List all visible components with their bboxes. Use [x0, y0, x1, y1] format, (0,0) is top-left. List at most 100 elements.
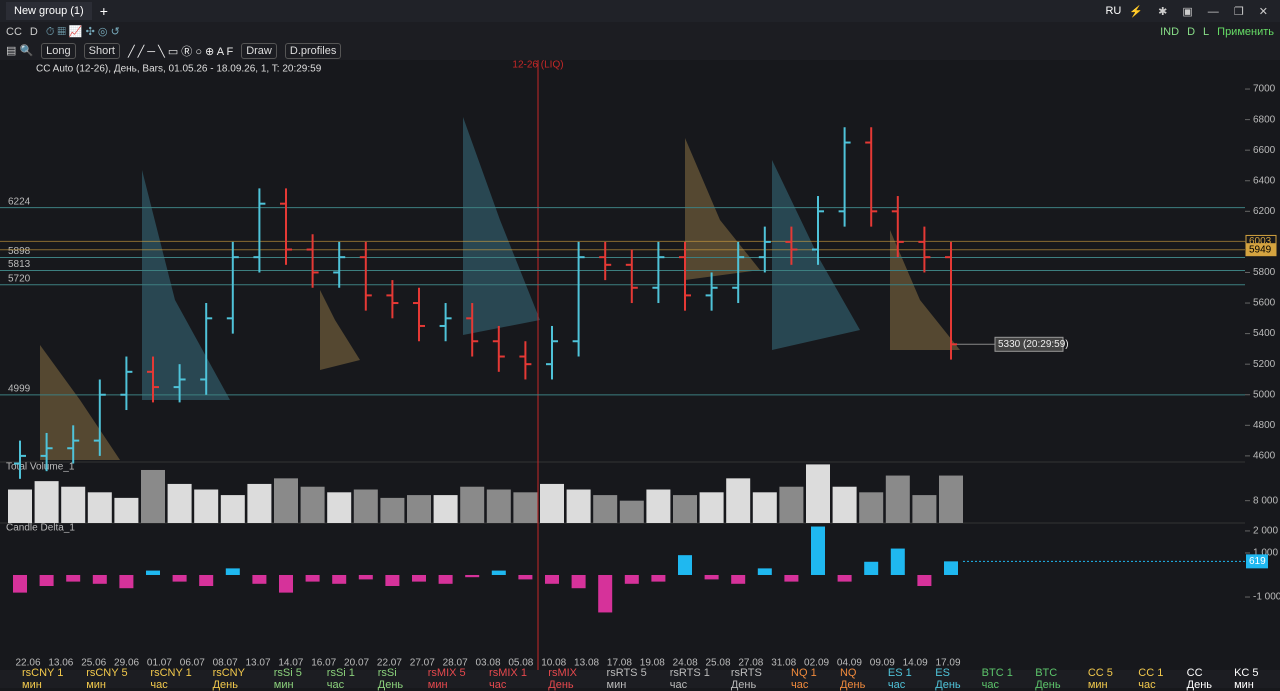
y-tick-label: 5400	[1253, 328, 1276, 339]
x-tick-label: 13.06	[48, 658, 73, 669]
draw-icons[interactable]: ╱ ╱ ─ ╲ ▭ Ⓡ ○ ⊕ A F	[127, 45, 234, 58]
draw[interactable]: Draw	[241, 42, 277, 59]
footer-tab[interactable]: CC 1 час	[1138, 667, 1164, 691]
timeframe[interactable]: D	[29, 25, 38, 38]
volume-bar	[859, 492, 884, 523]
footer-tab[interactable]: rsCNY 5 мин	[86, 667, 128, 691]
x-tick-label: 31.08	[771, 658, 796, 669]
volume-bar	[407, 495, 431, 523]
x-tick-label: 24.08	[673, 658, 698, 669]
delta-bar	[811, 526, 825, 575]
badge	[1245, 243, 1277, 257]
x-tick-label: 05.08	[508, 658, 533, 669]
y-tick-label: 8 000	[1253, 495, 1278, 506]
y-tick-label: 7000	[1253, 84, 1276, 95]
delta-bar	[890, 548, 905, 575]
y-tick-label: 5000	[1253, 389, 1276, 400]
x-tick-label: 17.09	[935, 658, 960, 669]
y-tick-label: 4800	[1253, 420, 1276, 431]
delta-bar	[225, 568, 240, 575]
volume-bar	[673, 495, 697, 523]
add-tab[interactable]: +	[99, 3, 108, 19]
x-tick-label: 04.09	[837, 658, 862, 669]
delta-bar	[864, 561, 879, 575]
volume-bar	[61, 486, 86, 523]
draw-toolbar: ▤ 🔍 Long Short ╱ ╱ ─ ╲ ▭ Ⓡ ○ ⊕ A F Draw …	[0, 41, 1280, 60]
lang[interactable]: RU	[1105, 5, 1122, 17]
footer-tab[interactable]: ES 1 час	[887, 667, 912, 691]
delta-bar	[146, 570, 160, 575]
footer-tab[interactable]: NQ 1 час	[791, 667, 817, 691]
footer: rsCNY 1 мин rsCNY 5 мин rsCNY 1 час rsCNY Д…	[0, 667, 1280, 691]
delta-bar	[465, 574, 480, 578]
x-tick-label: 19.08	[640, 658, 665, 669]
footer-tab[interactable]: KC 5 мин	[1234, 667, 1259, 691]
footer-tab[interactable]: rsCNY 1 мин	[22, 667, 64, 691]
volume-bar	[167, 483, 192, 523]
level-label: 4999	[8, 384, 31, 395]
footer-tab[interactable]: rsSi 1 час	[326, 667, 355, 691]
short[interactable]: Short	[83, 42, 120, 59]
delta-bar	[784, 574, 799, 582]
x-tick-label: 09.09	[870, 658, 895, 669]
badge-label: 6003	[1249, 236, 1272, 247]
footer-tab[interactable]: rsRTS 5 мин	[606, 667, 647, 691]
volume-bar	[247, 483, 272, 523]
delta-bar	[917, 574, 932, 587]
volume-bar	[540, 483, 564, 523]
delta-bar	[358, 574, 373, 580]
volume-bar	[885, 475, 910, 523]
volume-bar	[114, 497, 139, 523]
level-label: 5720	[8, 273, 31, 284]
footer-tab[interactable]: rsRTS 1 час	[669, 667, 710, 691]
footer-tab[interactable]: rsRTS День	[730, 667, 762, 691]
long[interactable]: Long	[41, 42, 76, 59]
tab[interactable]: New group (1)	[6, 2, 92, 20]
last-box	[994, 336, 1064, 352]
icons[interactable]: ▤ 🔍	[6, 45, 34, 57]
footer-tab[interactable]: BTC 1 час	[981, 667, 1013, 691]
apply[interactable]: Применить	[1217, 25, 1274, 38]
volume-bar	[513, 492, 538, 523]
footer-tab[interactable]: BTC День	[1035, 667, 1061, 691]
ind[interactable]: IND	[1160, 25, 1180, 38]
volume-bar	[220, 495, 245, 523]
footer-tab[interactable]: rsMIX 5 мин	[427, 667, 466, 691]
icons[interactable]: ⏱ ▦ 📈 ✣ ◎ ↺	[45, 25, 120, 38]
delta-bar	[279, 574, 293, 593]
x-tick-label: 13.08	[574, 658, 599, 669]
delta-bar	[757, 568, 772, 575]
symbol[interactable]: CC	[6, 25, 22, 38]
delta-bar	[651, 574, 666, 582]
y-tick-label: 1 000	[1253, 548, 1278, 559]
x-tick-label: 17.08	[607, 658, 632, 669]
footer-tab[interactable]: rsSi День	[377, 667, 404, 691]
footer-tab[interactable]: rsSi 5 мин	[273, 667, 302, 691]
delta-bar	[571, 574, 586, 589]
profiles[interactable]: D.profiles	[284, 42, 342, 59]
delta-bar	[199, 574, 214, 587]
y-tick-label: 5800	[1253, 267, 1276, 278]
footer-tab[interactable]: rsCNY День	[212, 667, 245, 691]
delta-badge	[1246, 554, 1268, 569]
footer-tab[interactable]: rsMIX День	[548, 667, 578, 691]
footer-tab[interactable]: rsCNY 1 час	[150, 667, 192, 691]
footer-tab[interactable]: CC День	[1186, 667, 1213, 691]
volume-bar	[486, 489, 511, 523]
l[interactable]: L	[1203, 25, 1210, 38]
x-tick-label: 22.06	[15, 658, 40, 669]
footer-tab[interactable]: CC 5 мин	[1087, 667, 1113, 691]
volume-bar	[380, 497, 405, 523]
delta-bar	[172, 574, 187, 582]
x-tick-label: 01.07	[147, 658, 172, 669]
footer-tab[interactable]: rsMIX 1 час	[489, 667, 527, 691]
footer-tab[interactable]: ES День	[935, 667, 961, 691]
footer-tab[interactable]: NQ День	[839, 667, 866, 691]
window-controls[interactable]: ⚡ ✱ ▣ — ❐ ✕	[1129, 5, 1274, 18]
chart: CC Auto (12-26), День, Bars, 01.05.26 - …	[0, 60, 1280, 670]
d[interactable]: D	[1187, 25, 1196, 38]
delta-bar	[944, 561, 958, 575]
volume-bar	[566, 489, 591, 523]
level-label: 5898	[8, 246, 31, 257]
